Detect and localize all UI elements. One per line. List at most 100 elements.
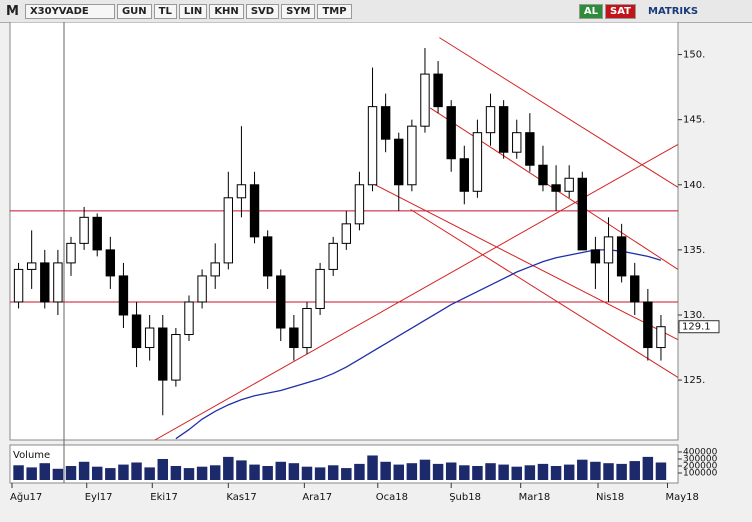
volume-bar xyxy=(341,468,352,480)
trend-line xyxy=(439,37,678,188)
volume-bar xyxy=(629,461,640,480)
x-tick-label: Eyl17 xyxy=(85,492,113,503)
volume-bar xyxy=(196,466,208,480)
volume-bar xyxy=(52,468,64,480)
volume-bar xyxy=(511,466,522,480)
trend-line xyxy=(410,209,678,378)
candle-body xyxy=(105,249,116,277)
toolbar-button[interactable]: KHN xyxy=(209,3,244,19)
volume-bar xyxy=(223,456,234,480)
volume-bar xyxy=(537,463,549,480)
volume-bar xyxy=(406,463,418,480)
candle-body xyxy=(328,242,338,270)
x-tick-label: Eki17 xyxy=(150,492,178,503)
x-tick-label: Oca18 xyxy=(376,492,408,503)
candle-body xyxy=(616,236,627,277)
candle-body xyxy=(380,106,391,140)
toolbar-button[interactable]: TMP xyxy=(317,3,352,19)
volume-bar xyxy=(26,467,37,480)
volume-bar xyxy=(170,465,182,480)
volume-bar xyxy=(459,465,470,480)
sell-button[interactable]: SAT xyxy=(605,3,636,19)
candle-body xyxy=(498,106,509,153)
candle-body xyxy=(407,125,417,186)
volume-bar xyxy=(275,461,287,480)
trend-line xyxy=(369,181,678,341)
volume-bar xyxy=(65,465,77,480)
volume-bar xyxy=(13,465,24,480)
x-tick-label: Kas17 xyxy=(226,492,256,503)
x-tick-label: Şub18 xyxy=(449,492,481,503)
volume-bar xyxy=(485,463,496,480)
last-price-box xyxy=(678,320,720,334)
volume-bar xyxy=(144,467,155,480)
moving-average xyxy=(175,249,662,440)
candle-body xyxy=(433,73,443,108)
volume-bar xyxy=(655,462,667,480)
volume-bar xyxy=(288,463,300,480)
candle-body xyxy=(630,275,640,303)
volume-bar xyxy=(209,465,221,480)
volume-tick-label: 200000 xyxy=(683,461,718,471)
candle-body xyxy=(79,216,89,244)
volume-bar xyxy=(249,464,260,480)
candle-body xyxy=(262,236,273,277)
volume-tick-label: 300000 xyxy=(683,454,718,464)
volume-bar xyxy=(380,461,391,480)
volume-bar xyxy=(498,464,509,480)
toolbar-button[interactable]: GUN xyxy=(116,3,152,19)
candle-body xyxy=(144,327,155,349)
toolbar-button[interactable]: LIN xyxy=(178,3,208,19)
candle-body xyxy=(223,197,234,264)
candle-body xyxy=(197,275,207,303)
brand: MATRIKS xyxy=(648,5,699,17)
volume-bar xyxy=(563,464,575,480)
volume-tick-label: 100000 xyxy=(683,468,718,478)
volume-bar xyxy=(236,460,247,480)
y-tick-label: 145. xyxy=(683,115,705,126)
x-tick-label: Ağu17 xyxy=(10,491,42,503)
y-tick-label: 135. xyxy=(683,245,705,256)
candle-body xyxy=(53,262,63,303)
candle-body xyxy=(354,184,365,225)
candle-body xyxy=(13,268,24,303)
candle-body xyxy=(249,184,260,238)
x-tick-label: May18 xyxy=(666,492,699,503)
candle-body xyxy=(603,236,614,264)
x-tick-label: Ara17 xyxy=(302,492,332,503)
candle-body xyxy=(118,275,129,316)
candle-body xyxy=(276,275,286,329)
candle-body xyxy=(472,132,483,192)
candle-body xyxy=(26,262,37,270)
candle-body xyxy=(459,158,469,192)
volume-bar xyxy=(354,463,365,480)
candle-body xyxy=(171,334,181,381)
toolbar-button[interactable]: SYM xyxy=(281,3,316,19)
volume-bar xyxy=(577,459,588,480)
candle-body xyxy=(367,106,378,186)
y-tick-label: 130. xyxy=(683,310,705,321)
volume-bar xyxy=(590,461,601,480)
volume-tick-label: 400000 xyxy=(683,447,718,457)
volume-bar xyxy=(131,462,142,480)
candle-body xyxy=(92,216,102,251)
toolbar: M X30YVADE GUN TL LIN KHN SVD SYM TMP AL SAT M… xyxy=(0,0,752,23)
x-tick-label: Mar18 xyxy=(519,492,551,503)
volume-bar xyxy=(91,466,103,480)
volume-bar xyxy=(39,463,51,480)
candle-body xyxy=(551,184,561,192)
candle-body xyxy=(210,262,220,277)
buy-button[interactable]: AL xyxy=(578,3,603,19)
candle-body xyxy=(394,138,404,186)
volume-bar xyxy=(105,468,116,480)
trend-line xyxy=(154,143,678,440)
candle-body xyxy=(66,242,76,264)
symbol-box[interactable]: X30YVADE xyxy=(24,3,115,19)
y-tick-label: 140. xyxy=(683,180,705,191)
toolbar-button[interactable]: SVD xyxy=(245,3,280,19)
candle-body xyxy=(315,268,325,309)
toolbar-button[interactable]: TL xyxy=(153,3,177,19)
volume-bar xyxy=(616,463,627,480)
x-tick-label: Nis18 xyxy=(596,492,624,503)
